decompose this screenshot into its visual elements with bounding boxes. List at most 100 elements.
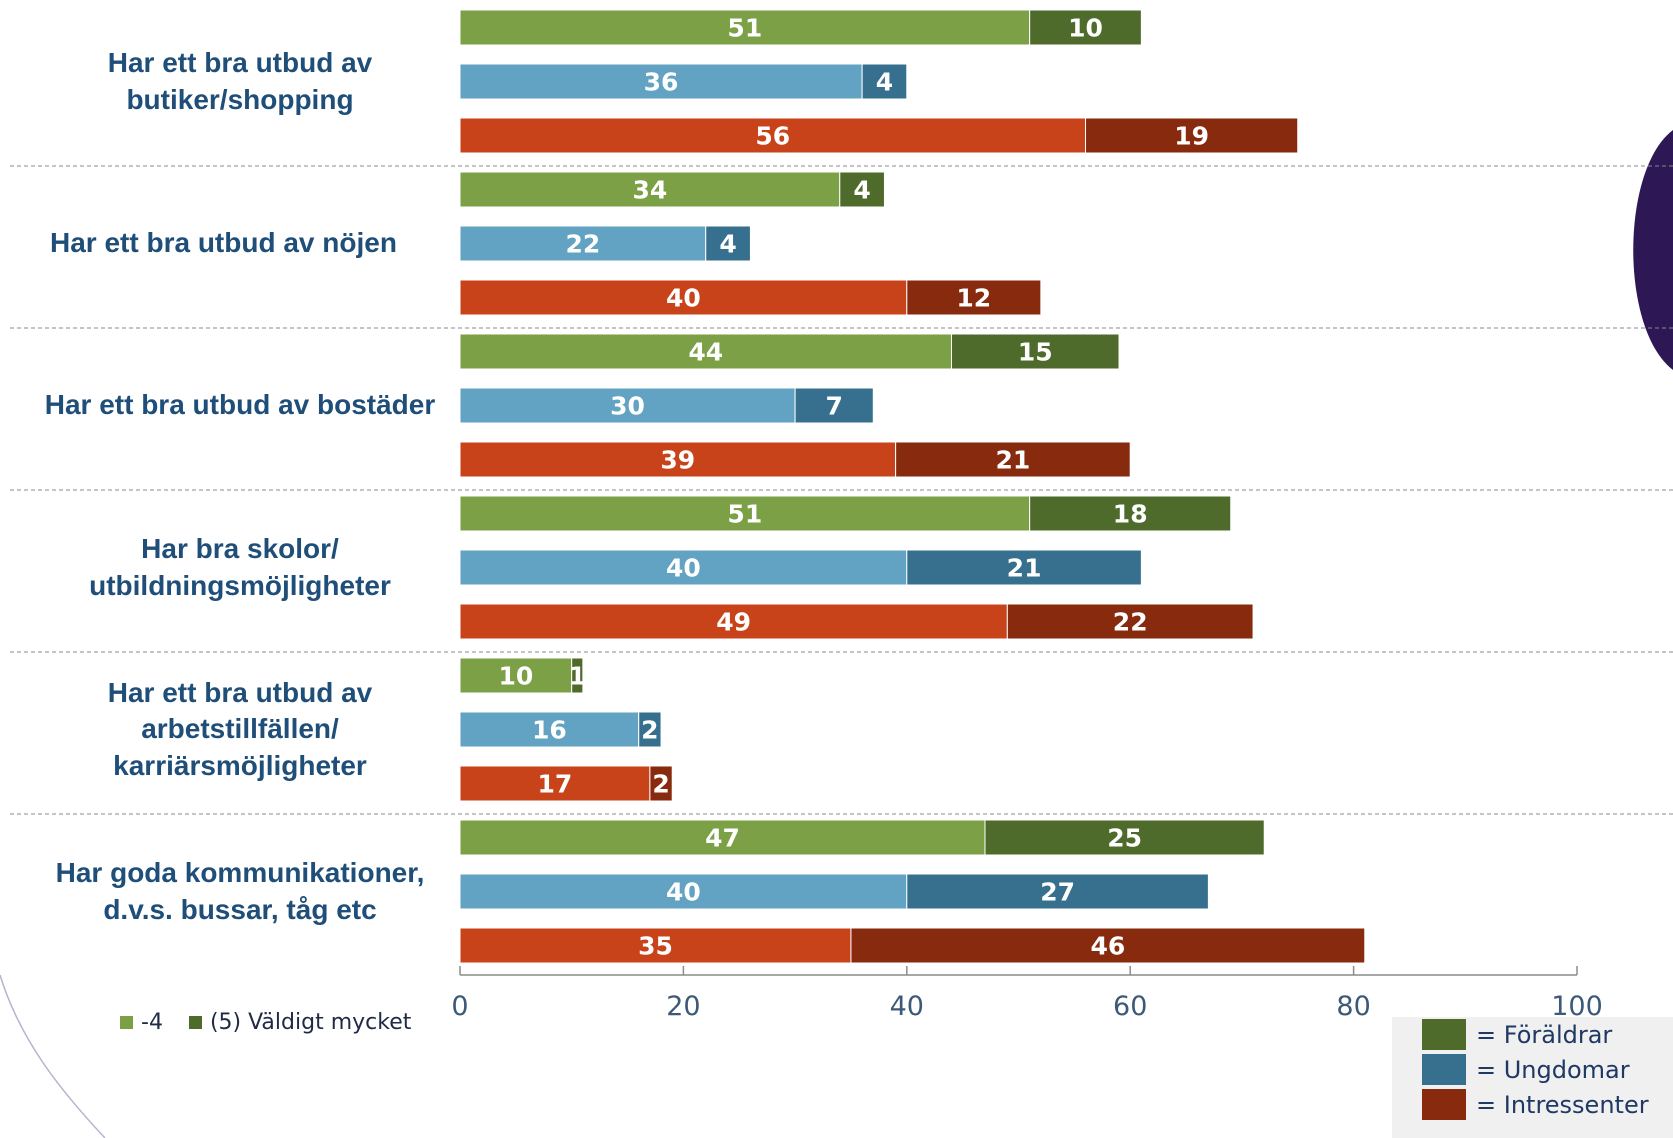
x-axis: 0 20 40 60 80 100 [451, 966, 1603, 1022]
legend-swatch-intressenter [1422, 1089, 1466, 1120]
bar-value-label: 39 [660, 446, 695, 475]
bar-foraldrar-valdigt-mycket [1029, 9, 1142, 46]
legend-item-valdigt-mycket: (5) Väldigt mycket [188, 1010, 412, 1035]
legend-label-minus4: -4 [141, 1010, 163, 1035]
bar-intressenter-minus4 [459, 279, 908, 316]
bar-ungdomar-minus4 [459, 549, 908, 586]
bar-value-label: 21 [996, 446, 1031, 475]
bar-value-label: 27 [1040, 878, 1075, 907]
bar-ungdomar-minus4 [459, 387, 796, 424]
bar-intressenter-minus4 [459, 117, 1087, 154]
legend-label-intressenter: = Intressenter [1476, 1090, 1649, 1119]
bar-value-label: 12 [956, 284, 991, 313]
bar-foraldrar-valdigt-mycket [839, 171, 885, 208]
bar-ungdomar-valdigt-mycket [638, 711, 662, 748]
bar-value-label: 30 [610, 392, 645, 421]
series-legend: -4 (5) Väldigt mycket [120, 1010, 411, 1035]
bar-value-label: 2 [641, 716, 658, 745]
bar-intressenter-minus4 [459, 603, 1008, 640]
decorative-shapes [0, 130, 1673, 1138]
bar-intressenter-minus4 [459, 927, 852, 964]
bar-value-label: 44 [688, 338, 723, 367]
bar-intressenter-valdigt-mycket [850, 927, 1366, 964]
bar-value-label: 47 [705, 824, 740, 853]
bar-value-label: 7 [825, 392, 842, 421]
x-tick-label: 40 [890, 991, 924, 1022]
bar-value-label: 40 [666, 878, 701, 907]
bar-foraldrar-minus4 [459, 819, 986, 856]
category-label-shopping: Har ett bra utbud av butiker/shopping [107, 47, 373, 115]
bar-intressenter-valdigt-mycket [895, 441, 1131, 478]
bar-value-label: 21 [1007, 554, 1042, 583]
decorative-curve-left [0, 974, 106, 1138]
bar-foraldrar-valdigt-mycket [571, 657, 584, 694]
legend-swatch-foraldrar [1422, 1019, 1466, 1050]
bar-value-label: 18 [1113, 500, 1148, 529]
bar-value-label: 35 [638, 932, 673, 961]
bar-value-label: 4 [719, 230, 736, 259]
legend-label-foraldrar: = Föräldrar [1476, 1020, 1613, 1049]
bar-value-label: 40 [666, 554, 701, 583]
bar-value-label: 51 [727, 14, 762, 43]
bar-foraldrar-valdigt-mycket [950, 333, 1120, 370]
bar-value-label: 36 [644, 68, 679, 97]
legend-swatch-minus4 [120, 1016, 133, 1029]
bar-ungdomar-valdigt-mycket [794, 387, 874, 424]
bar-ungdomar-minus4 [459, 873, 908, 910]
bar-value-label: 40 [666, 284, 701, 313]
category-label-nojen: Har ett bra utbud av nöjen [50, 227, 397, 259]
group-legend: = Föräldrar = Ungdomar = Intressenter [1392, 1017, 1673, 1138]
x-tick-label: 20 [666, 991, 700, 1022]
bar-intressenter-valdigt-mycket [649, 765, 673, 802]
bar-value-label: 2 [652, 770, 669, 799]
bar-ungdomar-valdigt-mycket [906, 873, 1209, 910]
bar-value-label: 17 [538, 770, 573, 799]
bar-ungdomar-valdigt-mycket [861, 63, 908, 100]
legend-label-valdigt-mycket: (5) Väldigt mycket [209, 1010, 412, 1035]
bar-value-label: 4 [853, 176, 870, 205]
legend-item-ungdomar: = Ungdomar [1392, 1052, 1673, 1087]
bar-foraldrar-minus4 [459, 171, 841, 208]
bar-foraldrar-minus4 [459, 495, 1031, 532]
bar-intressenter-minus4 [459, 441, 897, 478]
bar-foraldrar-minus4 [459, 657, 573, 694]
x-tick-label: 0 [451, 991, 468, 1022]
x-tick-label: 100 [1551, 991, 1603, 1022]
bar-value-label: 1 [569, 662, 586, 691]
bar-value-label: 51 [727, 500, 762, 529]
bar-intressenter-valdigt-mycket [1006, 603, 1254, 640]
bar-foraldrar-minus4 [459, 9, 1031, 46]
bar-ungdomar-valdigt-mycket [906, 549, 1142, 586]
legend-swatch-ungdomar [1422, 1054, 1466, 1085]
bar-ungdomar-minus4 [459, 63, 863, 100]
x-tick-label: 80 [1336, 991, 1370, 1022]
category-label-skolor: Har bra skolor/ utbildningsmöjligheter [89, 533, 391, 601]
bar-value-label: 22 [1113, 608, 1148, 637]
bar-value-label: 25 [1107, 824, 1142, 853]
legend-label-ungdomar: = Ungdomar [1476, 1055, 1630, 1084]
bar-ungdomar-minus4 [459, 225, 707, 262]
bar-value-label: 34 [632, 176, 667, 205]
bar-value-label: 4 [876, 68, 893, 97]
bar-value-label: 10 [498, 662, 533, 691]
bar-value-label: 49 [716, 608, 751, 637]
bar-value-label: 19 [1174, 122, 1209, 151]
category-label-kommunikationer: Har goda kommunikationer, d.v.s. bussar,… [55, 857, 425, 925]
legend-swatch-valdigt-mycket [188, 1016, 202, 1029]
bar-value-label: 56 [755, 122, 790, 151]
bar-intressenter-valdigt-mycket [906, 279, 1042, 316]
x-tick-label: 60 [1113, 991, 1147, 1022]
bar-value-label: 22 [565, 230, 600, 259]
bar-ungdomar-valdigt-mycket [705, 225, 751, 262]
category-label-bostader: Har ett bra utbud av bostäder [44, 389, 436, 421]
bar-value-label: 10 [1068, 14, 1103, 43]
legend-item-foraldrar: = Föräldrar [1392, 1017, 1673, 1052]
decorative-arc-right [1633, 130, 1673, 370]
bar-value-label: 46 [1090, 932, 1125, 961]
category-label-arbetstillfallen: Har ett bra utbud av arbetstillfällen/ k… [107, 676, 373, 781]
legend-item-intressenter: = Intressenter [1392, 1087, 1673, 1122]
bar-value-label: 15 [1018, 338, 1053, 367]
legend-item-minus4: -4 [120, 1010, 163, 1035]
